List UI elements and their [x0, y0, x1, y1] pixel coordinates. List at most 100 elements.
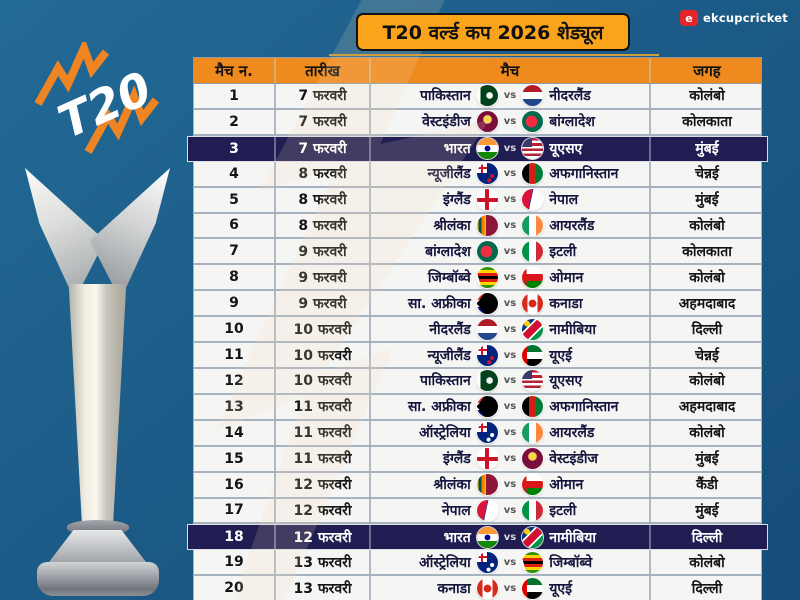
venue-cell: कोलंबो [689, 269, 725, 286]
venue-cell: दिल्ली [691, 580, 723, 597]
team2-name: नेपाल [549, 192, 579, 209]
date-cell: 8 फरवरी [276, 187, 371, 212]
table-row: 14 11 फरवरी ऑस्ट्रेलिया vs आयरलैंड कोलंबो [193, 420, 762, 447]
match-cell: भारत vs यूएसए [371, 136, 651, 161]
match-number-cell: 20 [194, 576, 276, 600]
vs-label: vs [503, 219, 517, 231]
venue-cell: मुंबई [695, 192, 719, 209]
team2-name: अफगानिस्तान [549, 166, 619, 183]
uae-flag-icon [522, 577, 544, 599]
team1-name: कनाडा [437, 580, 471, 597]
match-number-cell: 10 [194, 317, 276, 342]
aus-flag-icon [476, 551, 498, 573]
table-row: 20 13 फरवरी कनाडा vs यूएई दिल्ली [193, 576, 762, 600]
zim-flag-icon [476, 266, 498, 288]
column-header-date: तारीख [276, 58, 371, 83]
date-cell: 13 फरवरी [276, 550, 371, 575]
date-cell: 10 फरवरी [276, 368, 371, 393]
usa-flag-icon [522, 370, 544, 392]
team1-name: पाकिस्तान [419, 373, 471, 390]
match-cell: बांग्लादेश vs इटली [371, 239, 651, 264]
match-number-cell: 8 [194, 265, 276, 290]
vs-label: vs [503, 323, 517, 335]
vs-label: vs [503, 556, 517, 568]
venue-cell: दिल्ली [691, 321, 723, 338]
vs-label: vs [503, 194, 517, 206]
match-cell: सा. अफ्रीका vs कनाडा [371, 291, 651, 316]
vs-label: vs [503, 427, 517, 439]
match-cell: इंग्लैंड vs वेस्टइंडीज [371, 446, 651, 471]
team1-name: बांग्लादेश [425, 243, 471, 260]
table-row: 12 10 फरवरी पाकिस्तान vs यूएसए कोलंबो [193, 368, 762, 395]
vs-label: vs [503, 271, 517, 283]
match-number-cell: 14 [194, 420, 276, 445]
team1-name: सा. अफ्रीका [407, 295, 471, 312]
uae-flag-icon [522, 344, 544, 366]
table-row: 13 11 फरवरी सा. अफ्रीका vs अफगानिस्तान अहमदाब… [193, 394, 762, 421]
team2-name: यूएई [549, 580, 572, 597]
match-cell: न्यूजीलैंड vs यूएई [371, 343, 651, 367]
table-row: 11 10 फरवरी न्यूजीलैंड vs यूएई चेन्नई [193, 343, 762, 369]
venue-cell: चेन्नई [695, 347, 719, 364]
vs-label: vs [503, 245, 517, 257]
date-cell: 11 फरवरी [276, 420, 371, 445]
team2-name: यूएसए [549, 373, 583, 390]
vs-label: vs [503, 582, 517, 594]
irl-flag-icon [522, 422, 544, 444]
match-cell: श्रीलंका vs आयरलैंड [371, 213, 651, 238]
column-header-match: मैच [371, 58, 651, 83]
nep-flag-icon [522, 189, 544, 211]
brand-logo-text: ekcupcricket [703, 11, 788, 25]
team2-name: ओमान [549, 477, 584, 494]
trophy-base-top [47, 530, 148, 564]
date-cell: 13 फरवरी [276, 576, 371, 600]
ita-flag-icon [522, 240, 544, 262]
match-number-cell: 7 [194, 239, 276, 264]
venue-cell: मुंबई [695, 141, 719, 158]
match-number-cell: 19 [194, 550, 276, 575]
team1-name: पाकिस्तान [419, 88, 471, 105]
vs-label: vs [503, 479, 517, 491]
pak-flag-icon [476, 85, 498, 107]
wi-flag-icon [522, 448, 544, 470]
venue-cell: मुंबई [695, 451, 719, 468]
table-row: 15 11 फरवरी इंग्लैंड vs वेस्टइंडीज मुंबई [193, 446, 762, 473]
team1-name: भारत [443, 529, 471, 546]
team1-name: नीदरलैंड [429, 321, 471, 338]
venue-cell: कोलंबो [689, 373, 725, 390]
ind-flag-icon [476, 138, 498, 160]
vs-label: vs [503, 90, 517, 102]
team2-name: बांग्लादेश [549, 114, 595, 131]
match-number-cell: 5 [194, 187, 276, 212]
match-number-cell: 11 [194, 343, 276, 367]
title-underline [329, 54, 659, 56]
aus-flag-icon [476, 422, 498, 444]
nep-flag-icon [476, 499, 498, 521]
date-cell: 12 फरवरी [276, 525, 371, 550]
sl-flag-icon [476, 214, 498, 236]
vs-label: vs [503, 168, 517, 180]
column-header-venue: जगह [693, 61, 721, 80]
match-number-cell: 15 [194, 446, 276, 471]
oma-flag-icon [522, 474, 544, 496]
date-cell: 11 फरवरी [276, 394, 371, 419]
column-header-match-no: मैच न. [194, 58, 276, 83]
team1-name: जिम्बॉब्वे [427, 269, 471, 286]
venue-cell: कोलकाता [682, 243, 732, 260]
team1-name: नेपाल [441, 502, 471, 519]
team1-name: न्यूजीलैंड [427, 166, 471, 183]
date-cell: 9 फरवरी [276, 265, 371, 290]
team2-name: ओमान [549, 269, 584, 286]
vs-label: vs [503, 453, 517, 465]
table-row: 19 13 फरवरी ऑस्ट्रेलिया vs जिम्बॉब्वे कोलंबो [193, 550, 762, 577]
venue-cell: कोलकाता [682, 114, 732, 131]
afg-flag-icon [522, 396, 544, 418]
match-cell: पाकिस्तान vs यूएसए [371, 368, 651, 393]
match-number-cell: 17 [194, 498, 276, 523]
venue-cell: कोलंबो [689, 554, 725, 571]
